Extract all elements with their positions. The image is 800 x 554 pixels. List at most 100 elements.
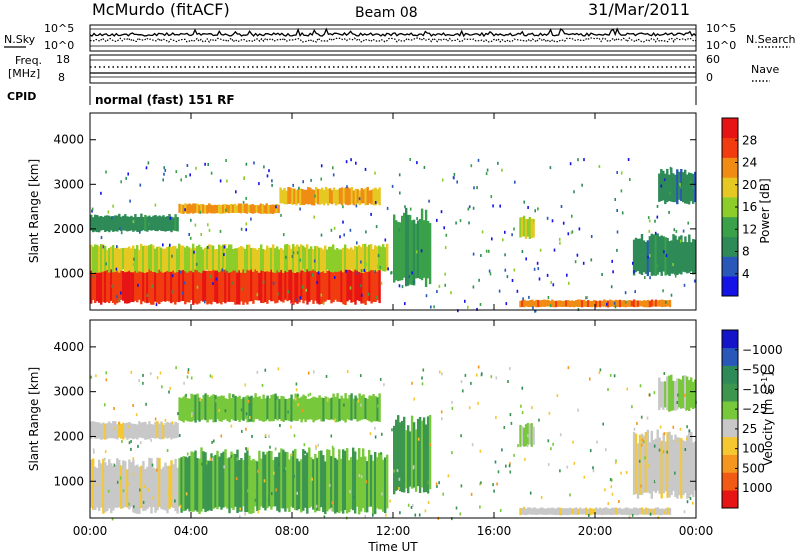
power-echo-column (370, 244, 373, 270)
power-speckle (171, 254, 173, 258)
power-echo-column (344, 269, 347, 305)
power-speckle (390, 271, 393, 275)
power-echo-column (376, 189, 379, 204)
power-speckle (398, 173, 401, 177)
power-echo-column (90, 270, 93, 304)
time-xtick-label: 00:00 (73, 524, 108, 538)
power-echo-column (260, 262, 263, 303)
power-echo-column (261, 204, 264, 214)
velocity-echo-column (142, 461, 145, 512)
velocity-echo-column (280, 395, 283, 421)
power-speckle (420, 249, 423, 253)
power-echo-column (268, 247, 271, 272)
velocity-echo-column (378, 393, 381, 422)
power-echo-column (336, 266, 339, 302)
velocity-echo-column (525, 508, 528, 515)
velocity-echo-column (144, 469, 147, 511)
velocity-speckle (113, 407, 115, 410)
velocity-colorbar-tick-label: 500 (742, 461, 765, 475)
velocity-speckle (383, 383, 385, 387)
power-speckle (472, 206, 475, 210)
velocity-echo-column (561, 508, 564, 516)
power-speckle (464, 299, 466, 303)
velocity-echo-column (543, 508, 546, 515)
power-speckle (91, 209, 93, 213)
power-speckle (692, 186, 695, 190)
power-echo-column (374, 268, 377, 302)
power-echo-column (120, 263, 123, 300)
velocity-speckle (93, 450, 95, 454)
velocity-echo-column (244, 396, 247, 420)
velocity-echo-column (266, 395, 269, 420)
velocity-echo-column (300, 459, 303, 513)
power-echo-column (210, 267, 213, 305)
power-echo-column (118, 213, 121, 231)
velocity-echo-column (220, 453, 223, 510)
power-echo-column (152, 245, 155, 272)
velocity-speckle (175, 366, 177, 370)
velocity-echo-column (306, 398, 309, 420)
velocity-echo-column (668, 375, 671, 412)
noise-panel: N.Sky 10^5 10^0 10^5 10^0 N.Search (4, 22, 796, 52)
velocity-echo-column (214, 395, 217, 423)
power-echo-column (304, 269, 307, 301)
velocity-speckle (247, 400, 250, 403)
power-echo-column (104, 215, 107, 232)
power-echo-column (313, 189, 316, 206)
power-echo-column (315, 187, 318, 204)
velocity-echo-column (565, 508, 568, 516)
velocity-colorbar-label: Velocity [m s−1] (760, 372, 775, 466)
velocity-speckle (455, 506, 458, 510)
power-echo-column (240, 246, 243, 273)
power-echo-column (174, 214, 177, 231)
velocity-echo-column (601, 508, 604, 516)
power-echo-column (565, 300, 568, 307)
power-echo-column (336, 248, 339, 272)
power-speckle (292, 183, 294, 187)
velocity-echo-column (356, 398, 359, 422)
power-echo-column (248, 269, 251, 302)
velocity-echo-column (642, 508, 646, 515)
power-echo-column (569, 300, 572, 308)
power-echo-column (662, 300, 666, 307)
velocity-speckle (150, 438, 152, 442)
power-speckle (154, 203, 157, 207)
power-speckle (470, 164, 473, 168)
power-echo-column (174, 245, 177, 273)
power-speckle (546, 216, 549, 220)
power-echo-column (234, 248, 237, 271)
power-echo-column (218, 244, 221, 273)
velocity-echo-column (624, 507, 628, 515)
velocity-echo-column (654, 438, 657, 493)
power-speckle (516, 289, 519, 293)
power-echo-column (212, 269, 215, 302)
power-speckle (224, 269, 227, 273)
power-speckle (467, 305, 469, 309)
power-echo-column (632, 239, 636, 276)
power-speckle (355, 204, 358, 208)
power-speckle (225, 208, 227, 212)
velocity-echo-column (652, 439, 655, 492)
power-echo-column (238, 264, 241, 305)
power-speckle (532, 219, 535, 223)
velocity-speckle (152, 496, 154, 500)
power-speckle (332, 166, 334, 170)
velocity-speckle (208, 474, 210, 478)
power-speckle (523, 200, 525, 204)
velocity-speckle (209, 457, 212, 461)
velocity-speckle (613, 374, 616, 378)
velocity-speckle (211, 458, 214, 462)
velocity-speckle (179, 504, 182, 508)
power-speckle (436, 218, 438, 222)
power-speckle (455, 221, 457, 225)
power-echo-column (100, 244, 103, 273)
velocity-colorbar-tick-label: 1000 (742, 481, 773, 495)
power-speckle (91, 207, 94, 211)
velocity-echo-column (573, 508, 576, 515)
velocity-speckle (187, 368, 190, 372)
power-speckle (511, 279, 514, 282)
power-speckle (163, 172, 165, 176)
velocity-echo-column (284, 398, 287, 421)
power-echo-column (587, 300, 590, 307)
velocity-echo-column (338, 398, 341, 422)
